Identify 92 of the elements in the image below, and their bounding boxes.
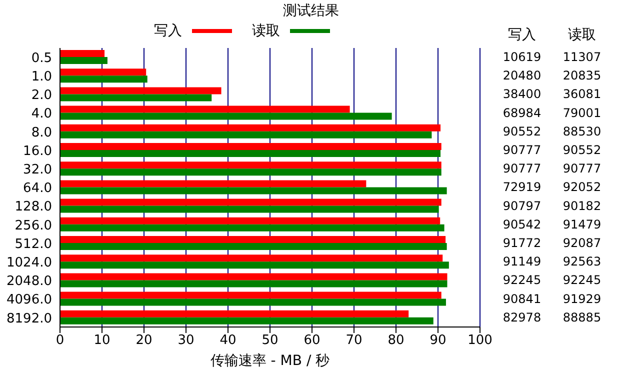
text: 90797: [502, 198, 542, 213]
x-tick-label: 30: [178, 333, 194, 348]
bar: [60, 50, 105, 57]
text: 读取: [568, 27, 596, 43]
text: 91479: [562, 217, 602, 232]
x-tick-label: 40: [220, 333, 236, 348]
chart-title: 测试结果: [282, 2, 340, 20]
bar: [60, 292, 442, 299]
bar: [60, 273, 448, 280]
text: 20480: [502, 68, 542, 83]
text: 92087: [562, 236, 602, 250]
bar: [60, 150, 441, 157]
y-tick-label: 0.5: [31, 50, 52, 66]
bar: [60, 243, 447, 250]
bar: [60, 254, 443, 262]
text: 82978: [502, 310, 542, 324]
x-tick-label: 60: [304, 333, 320, 348]
bar: [60, 217, 440, 224]
y-tick-label: 4.0: [31, 106, 52, 122]
x-tick-label: 10: [94, 333, 110, 348]
bar: [60, 280, 448, 288]
bar: [60, 317, 434, 324]
text: 92052: [562, 180, 602, 194]
bar: [60, 68, 146, 76]
x-axis-title: 传输速率 - MB / 秒: [210, 353, 330, 369]
bar: [60, 112, 392, 120]
text: 91772: [502, 236, 542, 250]
text: 90552: [562, 143, 602, 157]
text: 90542: [502, 217, 542, 232]
bar: [60, 310, 409, 318]
bar: [60, 57, 108, 64]
bar: [60, 224, 444, 232]
y-tick-label: 32.0: [23, 162, 52, 178]
bar: [60, 143, 442, 150]
text: 68984: [502, 106, 542, 120]
y-tick-label: 1.0: [31, 70, 52, 85]
text: 92245: [562, 273, 602, 288]
text: 88885: [562, 310, 602, 324]
text: 90777: [562, 162, 602, 176]
text: 88530: [562, 124, 602, 138]
bar: [60, 298, 446, 306]
text: 90552: [502, 124, 542, 138]
text: 90841: [502, 292, 542, 306]
x-tick-label: 20: [136, 333, 152, 348]
y-tick-label: 128.0: [14, 200, 52, 215]
bar: [60, 187, 447, 194]
bar: [60, 236, 446, 243]
text: 20835: [562, 68, 602, 83]
text: 91149: [502, 254, 542, 269]
bar: [60, 262, 449, 269]
y-tick-label: 8192.0: [6, 311, 52, 326]
x-tick-label: 0: [56, 333, 64, 348]
bar: [60, 168, 442, 176]
bar: [60, 180, 366, 188]
y-tick-label: 2.0: [31, 88, 52, 104]
text: 90777: [502, 162, 542, 176]
text: 90182: [562, 198, 602, 213]
text: 79001: [562, 106, 602, 120]
text: 72919: [502, 180, 542, 194]
bar: [60, 106, 350, 113]
text: 11307: [562, 50, 602, 64]
text: 92245: [502, 273, 542, 288]
y-tick-label: 8.0: [31, 125, 52, 140]
x-tick-label: 70: [346, 333, 362, 348]
bar: [60, 76, 148, 83]
bar: [60, 198, 442, 206]
legend-label: 读取: [252, 22, 281, 40]
x-tick-label: 80: [388, 333, 404, 348]
text: 10619: [502, 50, 542, 64]
text: 90777: [502, 143, 542, 157]
y-tick-label: 512.0: [14, 236, 52, 252]
text: 36081: [562, 87, 602, 102]
text: 92563: [562, 254, 602, 269]
text: 38400: [502, 87, 542, 102]
bar: [60, 124, 441, 132]
y-tick-label: 16.0: [23, 144, 52, 159]
x-tick-label: 100: [468, 333, 492, 348]
x-tick-label: 90: [430, 333, 446, 348]
x-tick-label: 50: [262, 333, 278, 348]
y-tick-label: 64.0: [23, 181, 52, 196]
text: 91929: [562, 292, 602, 306]
y-tick-label: 256.0: [14, 218, 52, 234]
legend-label: 写入: [154, 22, 183, 40]
bar: [60, 94, 212, 102]
bar: [60, 87, 222, 94]
y-tick-label: 2048.0: [6, 274, 52, 290]
bar: [60, 162, 442, 169]
text: 写入: [508, 27, 536, 43]
bar: [60, 206, 439, 213]
bar: [60, 131, 432, 138]
y-tick-label: 4096.0: [6, 292, 52, 308]
y-tick-label: 1024.0: [6, 256, 52, 271]
